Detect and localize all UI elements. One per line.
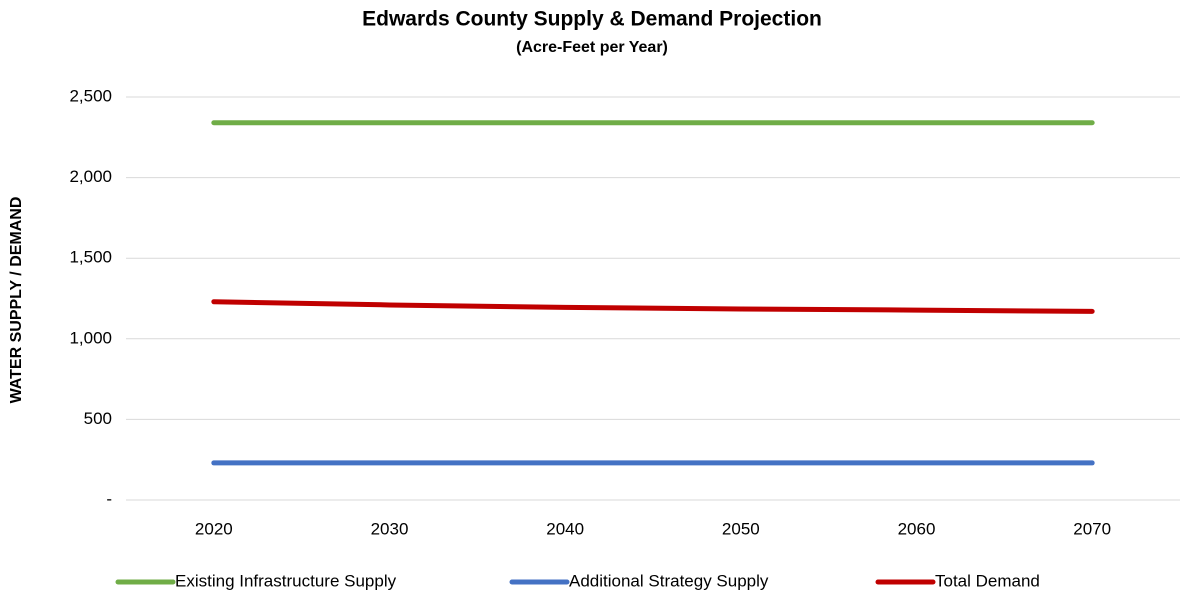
y-tick-label: 1,000 bbox=[69, 328, 112, 347]
x-tick-label: 2060 bbox=[898, 519, 936, 538]
x-tick-label: 2020 bbox=[195, 519, 233, 538]
x-tick-label: 2050 bbox=[722, 519, 760, 538]
y-tick-label: - bbox=[106, 489, 112, 508]
legend-label: Total Demand bbox=[935, 571, 1040, 590]
y-tick-label: 2,000 bbox=[69, 167, 112, 186]
chart-title: Edwards County Supply & Demand Projectio… bbox=[362, 8, 822, 31]
x-tick-label: 2030 bbox=[371, 519, 409, 538]
x-tick-label: 2040 bbox=[546, 519, 584, 538]
legend-label: Existing Infrastructure Supply bbox=[175, 571, 397, 590]
series-line bbox=[211, 299, 1095, 314]
y-axis-label: WATER SUPPLY / DEMAND bbox=[8, 197, 25, 404]
y-tick-label: 500 bbox=[84, 409, 112, 428]
y-tick-label: 2,500 bbox=[69, 86, 112, 105]
legend-label: Additional Strategy Supply bbox=[569, 571, 769, 590]
chart-subtitle: (Acre-Feet per Year) bbox=[516, 39, 668, 56]
x-tick-label: 2070 bbox=[1073, 519, 1111, 538]
y-tick-label: 1,500 bbox=[69, 248, 112, 267]
